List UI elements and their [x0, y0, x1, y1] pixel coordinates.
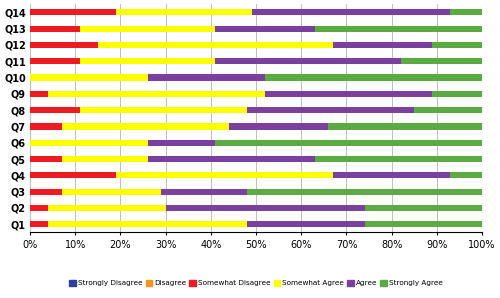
Bar — [247, 221, 364, 227]
Bar — [148, 140, 216, 146]
Bar — [30, 172, 116, 179]
Bar — [432, 91, 482, 97]
Bar — [30, 189, 62, 195]
Bar — [116, 9, 252, 15]
Bar — [30, 58, 80, 64]
Bar — [450, 172, 482, 179]
Bar — [80, 58, 216, 64]
Bar — [247, 107, 414, 113]
Bar — [247, 189, 482, 195]
Bar — [216, 140, 482, 146]
Bar — [333, 42, 432, 48]
Bar — [80, 107, 247, 113]
Bar — [148, 156, 315, 162]
Bar — [98, 42, 333, 48]
Bar — [30, 26, 80, 32]
Bar — [364, 205, 482, 211]
Bar — [30, 107, 80, 113]
Bar — [62, 123, 229, 130]
Bar — [328, 123, 482, 130]
Bar — [166, 205, 364, 211]
Bar — [265, 91, 432, 97]
Bar — [148, 74, 265, 81]
Bar — [400, 58, 482, 64]
Bar — [333, 172, 450, 179]
Bar — [315, 156, 482, 162]
Bar — [414, 107, 482, 113]
Bar — [229, 123, 328, 130]
Bar — [161, 189, 247, 195]
Bar — [30, 205, 48, 211]
Bar — [30, 42, 98, 48]
Bar — [30, 9, 116, 15]
Bar — [48, 221, 247, 227]
Bar — [48, 205, 166, 211]
Bar — [216, 58, 400, 64]
Bar — [30, 140, 148, 146]
Bar — [30, 74, 148, 81]
Bar — [30, 123, 62, 130]
Legend: Strongly Disagree, Disagree, Somewhat Disagree, Somewhat Agree, Agree, Strongly : Strongly Disagree, Disagree, Somewhat Di… — [66, 277, 446, 289]
Bar — [216, 26, 315, 32]
Bar — [62, 189, 161, 195]
Bar — [80, 26, 216, 32]
Bar — [252, 9, 450, 15]
Bar — [116, 172, 333, 179]
Bar — [432, 42, 482, 48]
Bar — [315, 26, 482, 32]
Bar — [450, 9, 482, 15]
Bar — [62, 156, 148, 162]
Bar — [265, 74, 482, 81]
Bar — [364, 221, 482, 227]
Bar — [30, 91, 48, 97]
Bar — [48, 91, 265, 97]
Bar — [30, 221, 48, 227]
Bar — [30, 156, 62, 162]
